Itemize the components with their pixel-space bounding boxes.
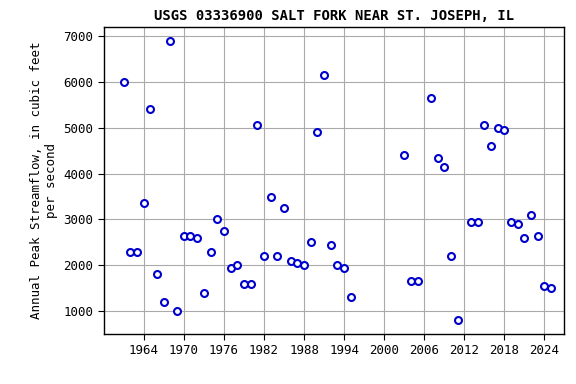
Y-axis label: Annual Peak Streamflow, in cubic feet
per second: Annual Peak Streamflow, in cubic feet pe… — [30, 42, 58, 319]
Title: USGS 03336900 SALT FORK NEAR ST. JOSEPH, IL: USGS 03336900 SALT FORK NEAR ST. JOSEPH,… — [154, 9, 514, 23]
